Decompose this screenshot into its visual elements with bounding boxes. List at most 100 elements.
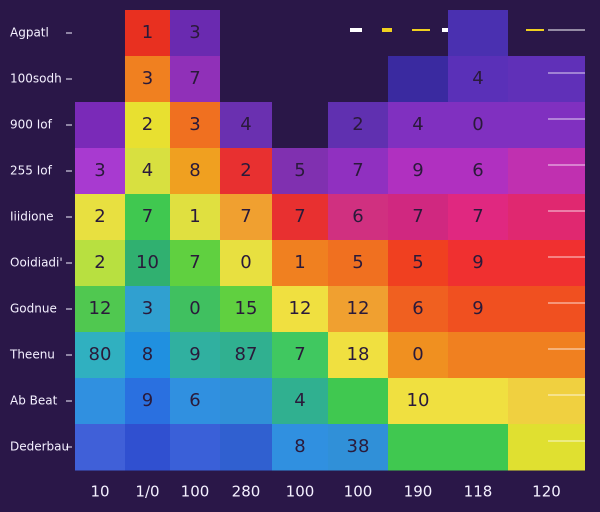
- cell: [272, 332, 328, 379]
- cell: [75, 286, 125, 333]
- cell-label: 38: [347, 436, 370, 457]
- cell-label: 10: [136, 252, 159, 273]
- cell-label: 2: [352, 114, 363, 135]
- cell: [125, 194, 170, 241]
- cell: [75, 148, 125, 195]
- cell: [125, 332, 170, 379]
- cell-label: 0: [412, 344, 423, 365]
- cell-label: 7: [352, 160, 363, 181]
- cell: [125, 10, 170, 57]
- cell: [220, 332, 272, 379]
- cell: [508, 194, 585, 241]
- cell-label: 12: [89, 298, 112, 319]
- cell: [272, 424, 328, 471]
- cell: [170, 332, 220, 379]
- cell: [508, 424, 585, 471]
- cell-label: 12: [347, 298, 370, 319]
- cell: [508, 378, 585, 425]
- cell: [125, 148, 170, 195]
- cell-label: 7: [294, 344, 305, 365]
- y-tick-label: Ooidiadi': [10, 256, 63, 270]
- cell: [508, 148, 585, 195]
- cell: [220, 240, 272, 287]
- y-tick-label: 100sodh: [10, 72, 62, 86]
- cell-label: 10: [407, 390, 430, 411]
- cell: [328, 332, 388, 379]
- x-tick-label: 10: [90, 483, 109, 501]
- cell-label: 6: [352, 206, 363, 227]
- cell: [125, 240, 170, 287]
- cell: [170, 378, 220, 425]
- cell: [388, 332, 448, 379]
- cell: [220, 378, 272, 425]
- cell-label: 6: [412, 298, 423, 319]
- cell: [75, 332, 125, 379]
- cell: [328, 194, 388, 241]
- cell-label: 7: [189, 252, 200, 273]
- cell: [448, 194, 508, 241]
- cell: [125, 286, 170, 333]
- cell-label: 4: [142, 160, 153, 181]
- cell: [170, 56, 220, 103]
- cell-label: 0: [472, 114, 483, 135]
- cell-label: 8: [189, 160, 200, 181]
- cell: [448, 240, 508, 287]
- cell-label: 3: [189, 114, 200, 135]
- cell-label: 2: [240, 160, 251, 181]
- y-tick-label: 900 Iof: [10, 118, 53, 132]
- cell-label: 0: [240, 252, 251, 273]
- cell: [272, 148, 328, 195]
- cell-label: 8: [294, 436, 305, 457]
- cell: [125, 424, 170, 471]
- y-tick-label: Godnue: [10, 302, 57, 316]
- cell-label: 3: [94, 160, 105, 181]
- cell: [448, 424, 508, 471]
- cell: [508, 286, 585, 333]
- cell: [388, 424, 448, 471]
- x-tick-label: 190: [404, 483, 433, 501]
- cell: [508, 56, 585, 103]
- cell: [272, 378, 328, 425]
- x-tick-label: 120: [532, 483, 561, 501]
- cell-label: 7: [240, 206, 251, 227]
- cell-label: 1: [294, 252, 305, 273]
- cell-label: 3: [142, 68, 153, 89]
- cell-label: 18: [347, 344, 370, 365]
- cell: [75, 194, 125, 241]
- cell: [75, 240, 125, 287]
- cell: [272, 286, 328, 333]
- cell: [448, 332, 508, 379]
- cell: [272, 240, 328, 287]
- cell: [75, 378, 125, 425]
- cell: [328, 148, 388, 195]
- cell: [220, 102, 272, 149]
- cell-label: 9: [472, 298, 483, 319]
- cell-label: 3: [142, 298, 153, 319]
- cell: [388, 240, 448, 287]
- cell-label: 7: [472, 206, 483, 227]
- x-tick-label: 100: [286, 483, 315, 501]
- cell: [170, 102, 220, 149]
- y-tick-label: Theenu: [9, 348, 55, 362]
- cell: [220, 148, 272, 195]
- cell: [125, 102, 170, 149]
- cell-label: 4: [294, 390, 305, 411]
- cell: [328, 424, 388, 471]
- cell-label: 7: [294, 206, 305, 227]
- cell: [448, 56, 508, 103]
- cell: [508, 240, 585, 287]
- cell: [508, 332, 585, 379]
- cell: [388, 378, 448, 425]
- cell: [448, 286, 508, 333]
- cell: [170, 286, 220, 333]
- cell: [220, 286, 272, 333]
- cell: [170, 240, 220, 287]
- cell-label: 9: [412, 160, 423, 181]
- x-tick-label: 1/0: [135, 483, 159, 501]
- legend-swatch: [442, 28, 452, 32]
- cell: [170, 424, 220, 471]
- cell-label: 9: [142, 390, 153, 411]
- cell-label: 7: [142, 206, 153, 227]
